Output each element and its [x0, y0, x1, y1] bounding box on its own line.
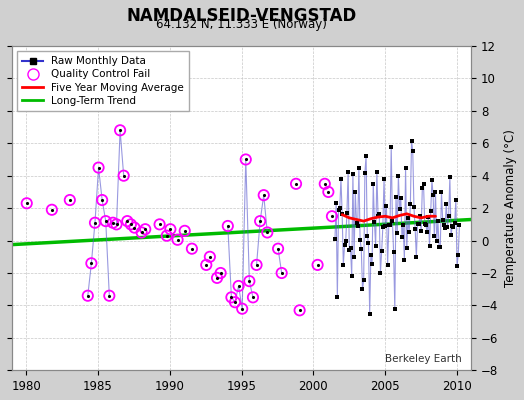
Point — [259, 192, 268, 198]
Point — [84, 292, 92, 299]
Point — [328, 213, 336, 220]
Point — [162, 232, 171, 239]
Point — [105, 292, 114, 299]
Point — [234, 283, 243, 289]
Point — [296, 307, 304, 314]
Point — [156, 221, 164, 228]
Point — [119, 172, 128, 179]
Point — [66, 197, 74, 203]
Point — [313, 262, 322, 268]
Point — [141, 226, 149, 232]
Point — [324, 189, 333, 195]
Point — [173, 236, 182, 243]
Point — [137, 229, 146, 236]
Point — [91, 220, 99, 226]
Point — [256, 218, 264, 224]
Point — [188, 246, 196, 252]
Text: 64.132 N, 11.333 E (Norway): 64.132 N, 11.333 E (Norway) — [156, 18, 327, 31]
Legend: Raw Monthly Data, Quality Control Fail, Five Year Moving Average, Long-Term Tren: Raw Monthly Data, Quality Control Fail, … — [17, 51, 189, 111]
Y-axis label: Temperature Anomaly (°C): Temperature Anomaly (°C) — [504, 129, 517, 287]
Point — [231, 299, 239, 306]
Point — [130, 224, 139, 231]
Point — [102, 218, 110, 224]
Point — [206, 254, 214, 260]
Point — [181, 228, 189, 234]
Point — [108, 220, 117, 226]
Point — [87, 260, 95, 266]
Point — [249, 294, 257, 300]
Point — [321, 181, 329, 187]
Point — [123, 218, 132, 224]
Point — [112, 221, 121, 228]
Point — [213, 275, 221, 281]
Point — [263, 229, 271, 236]
Point — [166, 226, 174, 232]
Point — [48, 206, 56, 213]
Point — [227, 294, 236, 300]
Title: NAMDALSEID-VENGSTAD: NAMDALSEID-VENGSTAD — [126, 7, 357, 25]
Point — [274, 246, 282, 252]
Text: Berkeley Earth: Berkeley Earth — [386, 354, 462, 364]
Point — [216, 270, 225, 276]
Point — [238, 306, 246, 312]
Point — [245, 278, 254, 284]
Point — [23, 200, 31, 206]
Point — [278, 270, 286, 276]
Point — [224, 223, 232, 229]
Point — [98, 197, 106, 203]
Point — [253, 262, 261, 268]
Point — [292, 181, 300, 187]
Point — [202, 262, 211, 268]
Point — [94, 164, 103, 171]
Point — [127, 221, 135, 228]
Point — [116, 127, 124, 134]
Point — [242, 156, 250, 163]
